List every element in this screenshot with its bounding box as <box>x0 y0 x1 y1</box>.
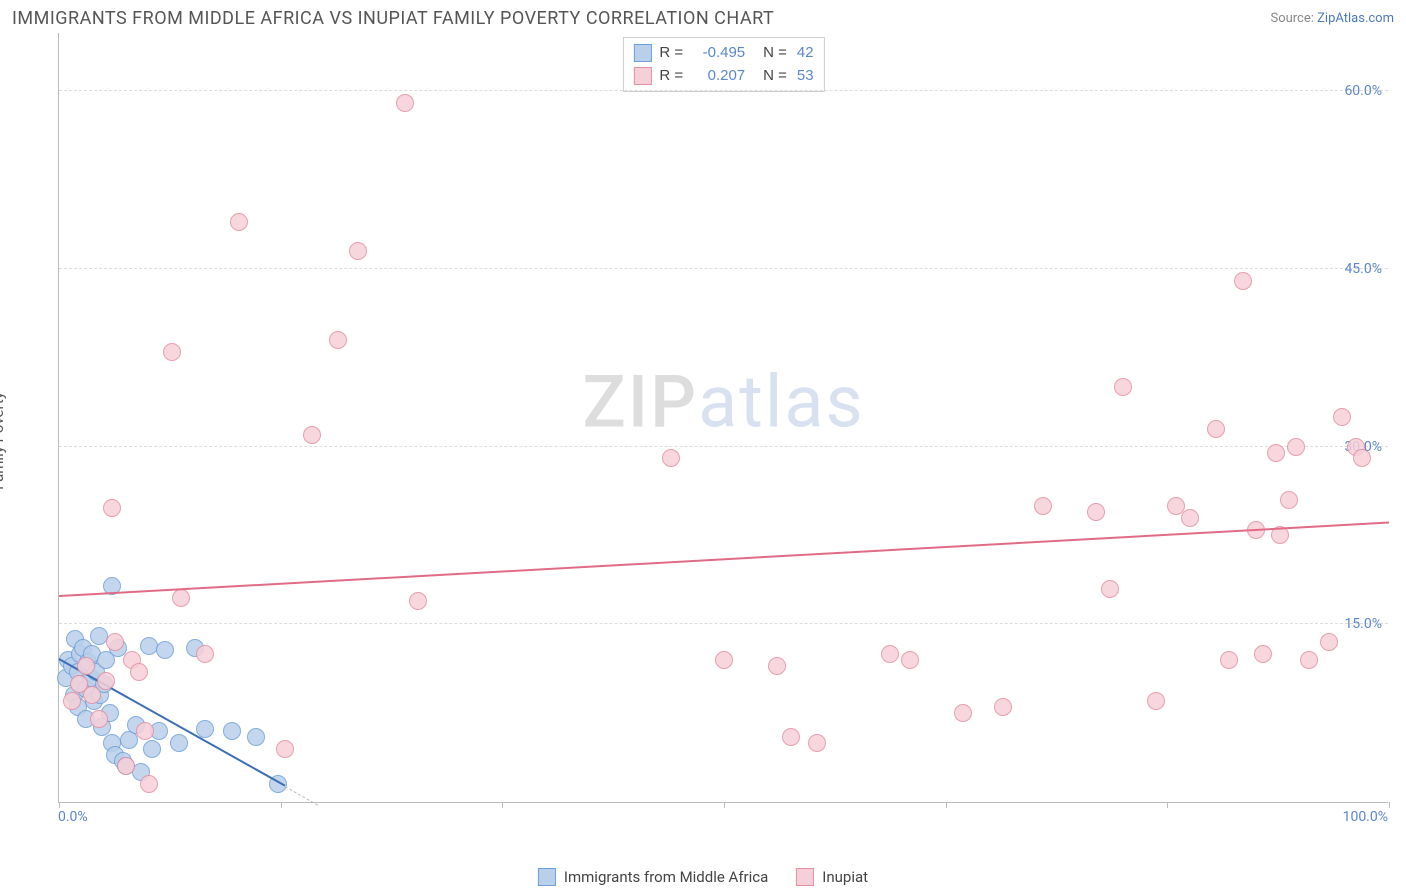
data-point <box>329 331 347 349</box>
gridline <box>59 90 1388 91</box>
data-point <box>1254 645 1272 663</box>
x-axis-max-label: 100.0% <box>1343 809 1388 825</box>
gridline <box>59 446 1388 447</box>
data-point <box>1181 509 1199 527</box>
y-tick-label: 45.0% <box>1344 261 1382 277</box>
data-point <box>143 740 161 758</box>
stat-r-value: -0.495 <box>691 42 745 65</box>
x-tick <box>1389 802 1390 808</box>
data-point <box>1333 408 1351 426</box>
chart-title: IMMIGRANTS FROM MIDDLE AFRICA VS INUPIAT… <box>12 8 774 29</box>
data-point <box>63 692 81 710</box>
data-point <box>901 651 919 669</box>
stat-n-value: 53 <box>797 65 814 88</box>
data-point <box>276 740 294 758</box>
data-point <box>247 728 265 746</box>
source-link[interactable]: ZipAtlas.com <box>1317 11 1394 26</box>
data-point <box>163 343 181 361</box>
data-point <box>954 704 972 722</box>
data-point <box>77 657 95 675</box>
legend-label: Immigrants from Middle Africa <box>564 868 768 886</box>
data-point <box>881 645 899 663</box>
data-point <box>1034 497 1052 515</box>
legend-swatch <box>633 44 651 62</box>
data-point <box>223 722 241 740</box>
data-point <box>715 651 733 669</box>
trend-line <box>59 522 1389 597</box>
data-point <box>140 775 158 793</box>
stat-r-value: 0.207 <box>691 65 745 88</box>
data-point <box>106 633 124 651</box>
y-tick-label: 15.0% <box>1344 616 1382 632</box>
data-point <box>1147 692 1165 710</box>
bottom-legend: Immigrants from Middle Africa Inupiat <box>538 868 868 886</box>
data-point <box>120 731 138 749</box>
watermark-part1: ZIP <box>582 360 698 445</box>
data-point <box>83 686 101 704</box>
gridline <box>59 268 1388 269</box>
data-point <box>349 242 367 260</box>
stat-r-label: R = <box>659 65 683 88</box>
legend-label: Inupiat <box>822 868 868 886</box>
watermark-part2: atlas <box>698 360 865 445</box>
data-point <box>196 720 214 738</box>
stats-legend-row: R = 0.207 N = 53 <box>633 65 813 88</box>
data-point <box>117 757 135 775</box>
plot-area: ZIPatlas R = -0.495 N = 42 R = 0.207 N = 53 15.… <box>58 33 1388 803</box>
data-point <box>1220 651 1238 669</box>
chart-header: IMMIGRANTS FROM MIDDLE AFRICA VS INUPIAT… <box>0 0 1406 33</box>
data-point <box>1353 449 1371 467</box>
legend-item: Immigrants from Middle Africa <box>538 868 768 886</box>
stat-n-value: 42 <box>797 42 814 65</box>
data-point <box>156 641 174 659</box>
data-point <box>136 722 154 740</box>
source-attribution: Source: ZipAtlas.com <box>1270 11 1394 26</box>
stats-legend: R = -0.495 N = 42 R = 0.207 N = 53 <box>622 37 824 92</box>
data-point <box>1280 491 1298 509</box>
data-point <box>1234 272 1252 290</box>
data-point <box>1300 651 1318 669</box>
data-point <box>170 734 188 752</box>
data-point <box>230 213 248 231</box>
x-axis-labels: 0.0% 100.0% <box>58 803 1388 831</box>
data-point <box>196 645 214 663</box>
stat-n-label: N = <box>763 42 787 65</box>
y-tick-label: 60.0% <box>1344 83 1382 99</box>
data-point <box>172 589 190 607</box>
x-axis-min-label: 0.0% <box>58 809 88 825</box>
data-point <box>97 672 115 690</box>
watermark: ZIPatlas <box>582 360 864 445</box>
data-point <box>1207 420 1225 438</box>
data-point <box>768 657 786 675</box>
data-point <box>130 663 148 681</box>
data-point <box>1087 503 1105 521</box>
data-point <box>662 449 680 467</box>
legend-swatch <box>633 67 651 85</box>
data-point <box>1101 580 1119 598</box>
gridline <box>59 623 1388 624</box>
stats-legend-row: R = -0.495 N = 42 <box>633 42 813 65</box>
data-point <box>90 710 108 728</box>
y-axis-label: Family Poverty <box>0 392 7 490</box>
source-prefix: Source: <box>1270 11 1317 26</box>
data-point <box>409 592 427 610</box>
data-point <box>303 426 321 444</box>
legend-swatch <box>796 868 814 886</box>
data-point <box>808 734 826 752</box>
data-point <box>1320 633 1338 651</box>
stat-n-label: N = <box>763 65 787 88</box>
chart-container: Family Poverty ZIPatlas R =-0.495N =42R … <box>12 33 1394 831</box>
data-point <box>103 499 121 517</box>
data-point <box>1287 438 1305 456</box>
data-point <box>782 728 800 746</box>
legend-swatch <box>538 868 556 886</box>
legend-item: Inupiat <box>796 868 868 886</box>
data-point <box>1267 444 1285 462</box>
data-point <box>1114 378 1132 396</box>
data-point <box>994 698 1012 716</box>
data-point <box>396 94 414 112</box>
stat-r-label: R = <box>659 42 683 65</box>
